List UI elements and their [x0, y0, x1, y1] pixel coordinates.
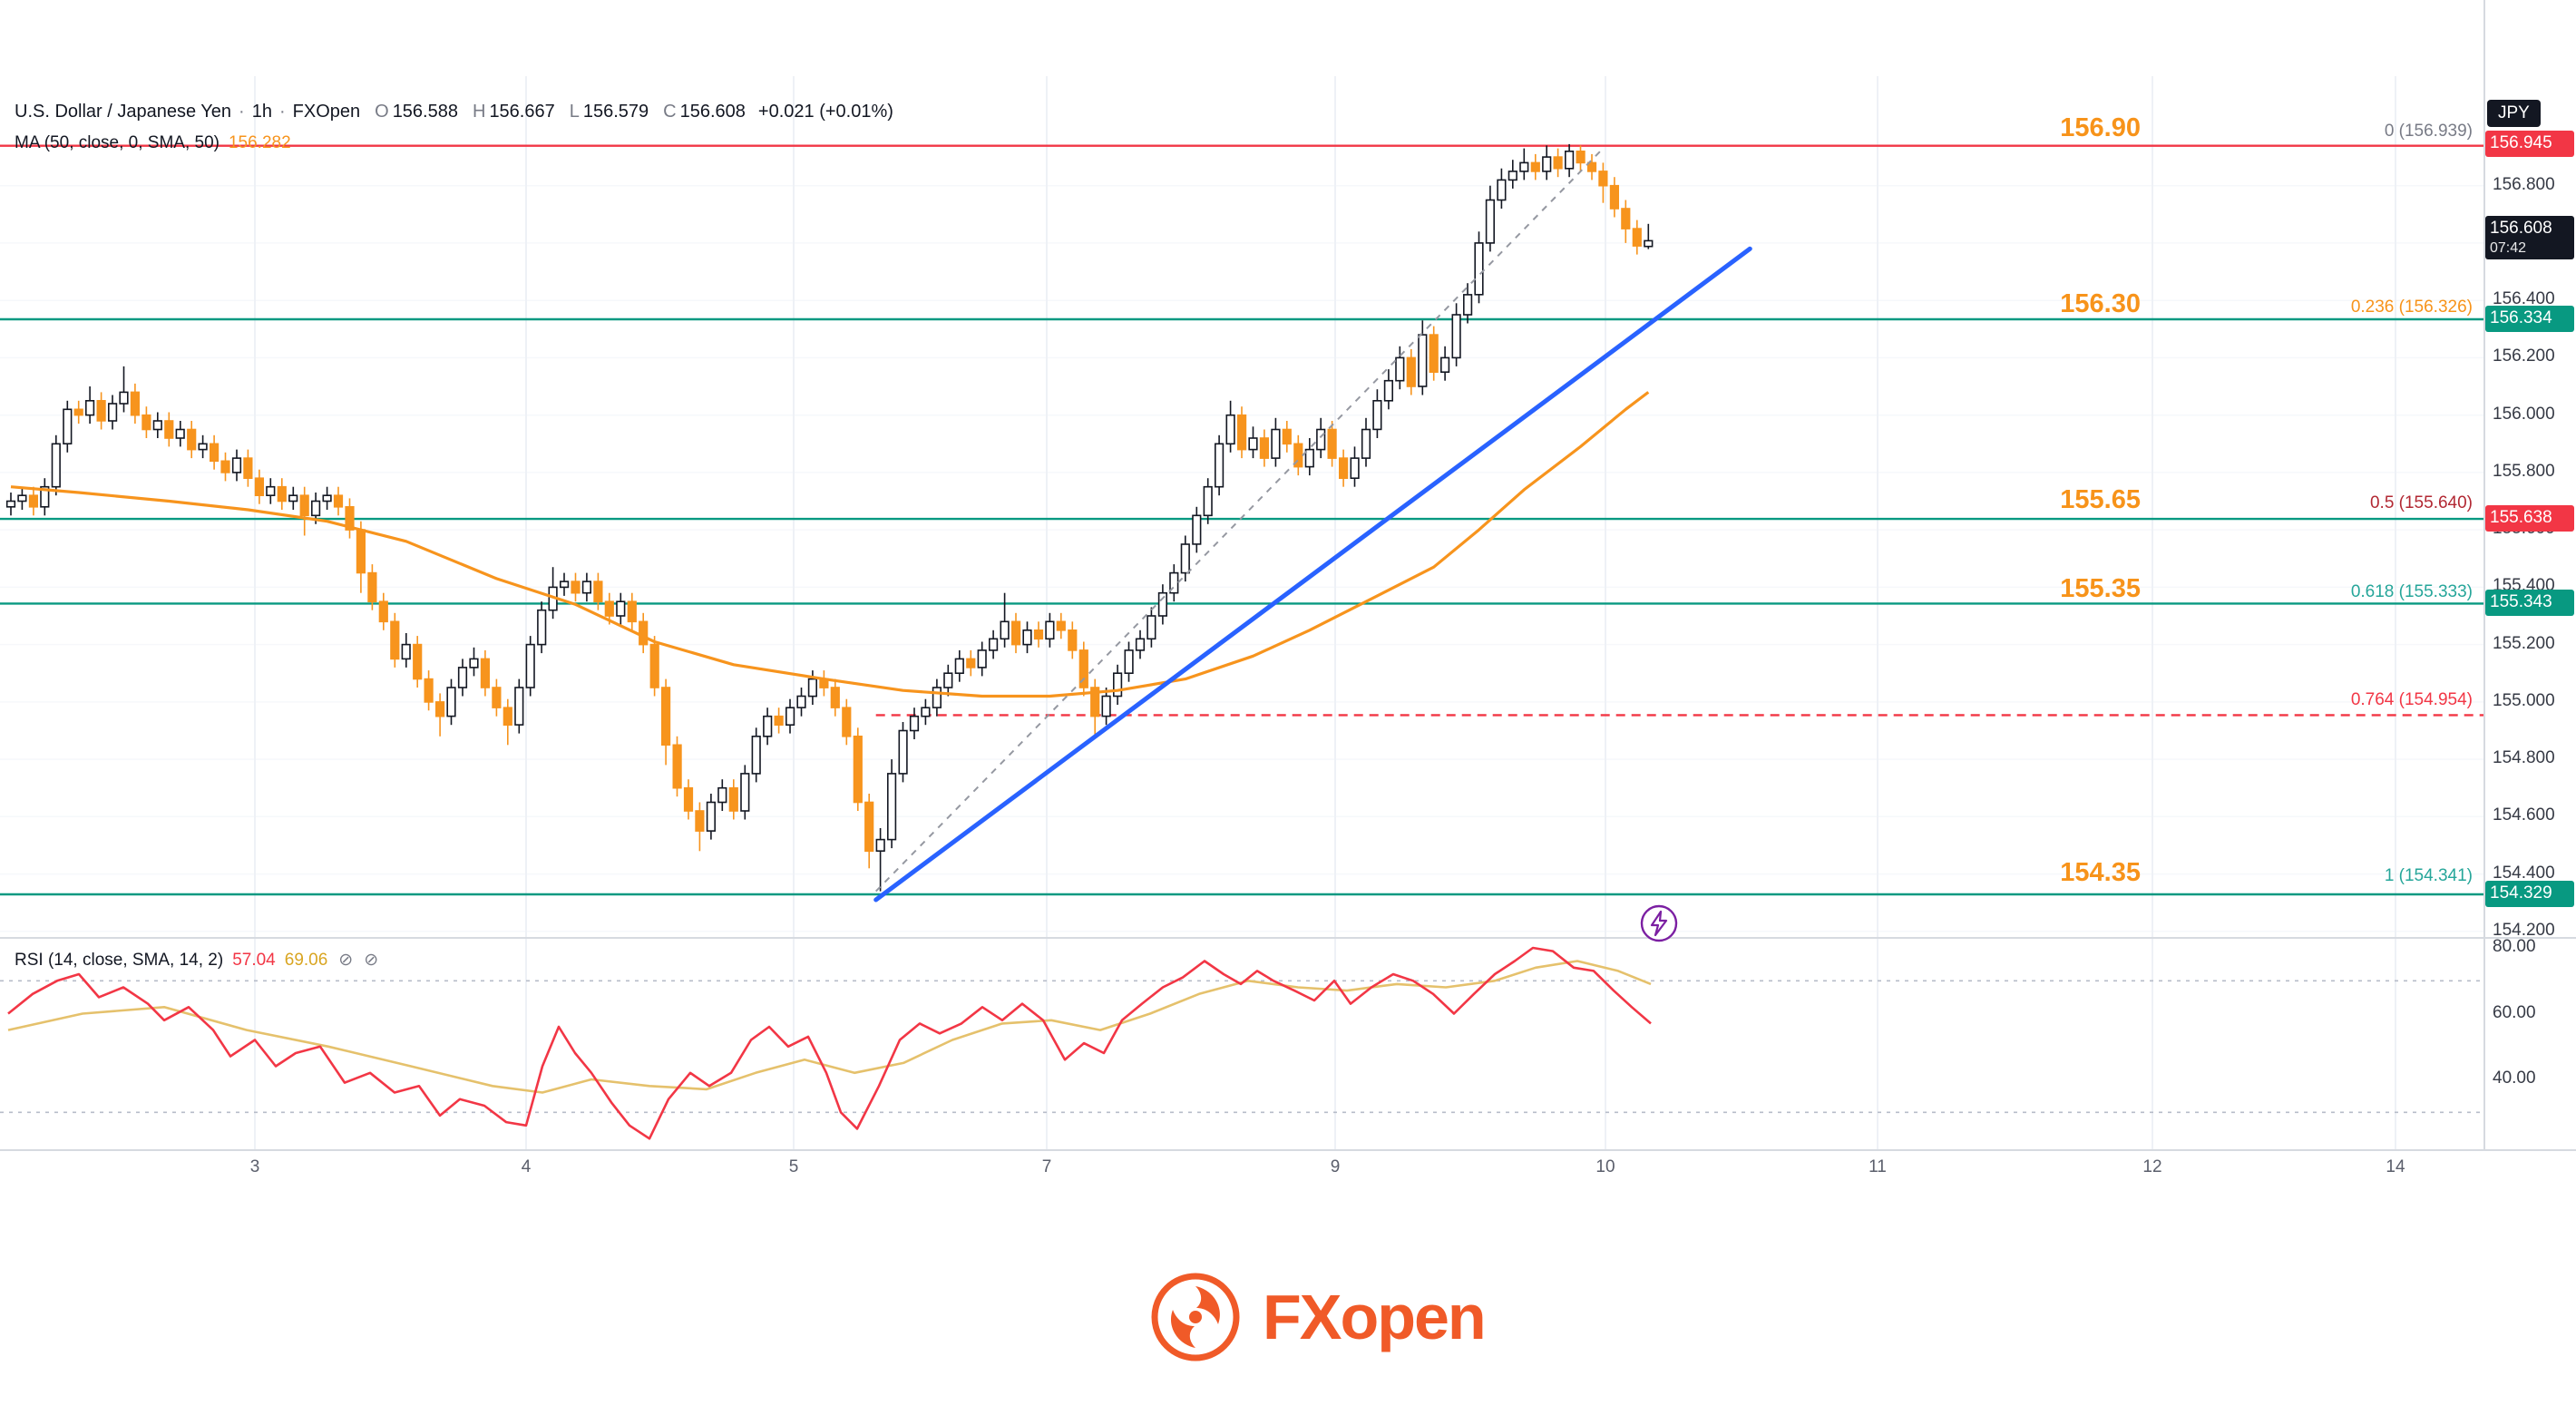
- exchange-label: FXOpen: [292, 102, 361, 122]
- price-tick: 154.600: [2493, 805, 2555, 825]
- candles-layer: [5, 143, 1654, 892]
- price-tick: 156.400: [2493, 289, 2555, 309]
- ma-layer: [10, 391, 1650, 698]
- time-axis-label: 10: [1595, 1157, 1615, 1176]
- price-change: +0.021 (+0.01%): [757, 102, 893, 122]
- legend-separator: ·: [239, 102, 245, 122]
- rsi-tick: 80.00: [2493, 937, 2536, 956]
- fxopen-logo: FXopen: [1148, 1270, 1487, 1364]
- ma-indicator-legend[interactable]: MA (50, close, 0, SMA, 50) 156.282: [15, 133, 291, 153]
- rsi-ma-value: 69.06: [284, 951, 328, 970]
- price-tick: 155.200: [2493, 633, 2555, 653]
- rsi-layer: [0, 946, 2484, 1140]
- price-tick: 155.000: [2493, 690, 2555, 710]
- time-axis-label: 4: [521, 1157, 532, 1176]
- level-price-marker: 154.329: [2485, 881, 2574, 907]
- time-axis-label: 9: [1330, 1157, 1341, 1176]
- marker-price: 156.334: [2490, 308, 2552, 328]
- marker-price: 155.638: [2490, 508, 2552, 528]
- ohlc-values: O 156.588 H 156.667 L 156.579 C 156.608: [360, 102, 746, 122]
- fxopen-logo-text: FXopen: [1263, 1282, 1487, 1352]
- marker-price: 156.608: [2490, 219, 2552, 239]
- legend-separator: ·: [278, 102, 286, 122]
- hide-icon[interactable]: ⊘: [364, 951, 379, 970]
- ohlc-value: 156.667: [489, 102, 555, 122]
- price-scale[interactable]: JPY 156.800156.600156.400156.200156.0001…: [2484, 0, 2576, 1150]
- rsi-indicator-legend[interactable]: RSI (14, close, SMA, 14, 2) 57.04 69.06 ⊘ ⊘: [15, 950, 378, 971]
- ohlc-value: 156.588: [392, 102, 458, 122]
- symbol-title[interactable]: U.S. Dollar / Japanese Yen: [15, 102, 232, 122]
- fxopen-emblem-icon: [1151, 1273, 1240, 1361]
- ohlc-value: 156.579: [582, 102, 649, 122]
- price-tick: 155.800: [2493, 461, 2555, 481]
- time-axis[interactable]: 3 4 5 7 9 10 11 12 14: [0, 1150, 2576, 1188]
- rsi-value: 57.04: [232, 951, 276, 970]
- interval-label[interactable]: 1h: [251, 102, 272, 122]
- level-lines-layer: [0, 144, 2484, 896]
- quick-trade-button[interactable]: [1638, 903, 1680, 944]
- drawings-layer: [873, 147, 1752, 903]
- ohlc-label: C: [663, 102, 677, 122]
- time-axis-label: 14: [2386, 1157, 2405, 1176]
- time-axis-label: 12: [2142, 1157, 2162, 1176]
- ohlc-label: O: [375, 102, 389, 122]
- time-axis-label: 11: [1869, 1157, 1887, 1176]
- price-tick: 154.200: [2493, 920, 2555, 940]
- time-axis-label: 7: [1041, 1157, 1052, 1176]
- level-price-marker: 155.343: [2485, 590, 2574, 617]
- rsi-tick: 60.00: [2493, 1002, 2536, 1022]
- price-tick: 154.800: [2493, 748, 2555, 768]
- time-axis-label: 5: [788, 1157, 799, 1176]
- price-tick: 154.400: [2493, 863, 2555, 883]
- ohlc-label: L: [569, 102, 580, 122]
- rsi-indicator-label[interactable]: RSI (14, close, SMA, 14, 2): [15, 951, 224, 970]
- time-axis-label: 3: [249, 1157, 260, 1176]
- separators-layer: [0, 0, 2576, 1151]
- ma-indicator-label[interactable]: MA (50, close, 0, SMA, 50): [15, 133, 220, 152]
- level-price-marker: 156.945: [2485, 130, 2574, 157]
- marker-price: 155.343: [2490, 592, 2552, 612]
- level-price-marker: 156.334: [2485, 306, 2574, 332]
- price-tick: 156.000: [2493, 404, 2555, 424]
- marker-countdown: 07:42: [2490, 240, 2527, 257]
- ma-indicator-value: 156.282: [228, 133, 291, 152]
- rsi-tick: 40.00: [2493, 1069, 2536, 1088]
- lightning-icon: [1640, 904, 1678, 942]
- marker-price: 154.329: [2490, 883, 2552, 903]
- price-tick: 156.800: [2493, 174, 2555, 194]
- ohlc-value: 156.608: [679, 102, 746, 122]
- marker-price: 156.945: [2490, 132, 2552, 152]
- hide-icon[interactable]: ⊘: [338, 951, 354, 970]
- grid-layer: [0, 76, 2484, 1150]
- current-price-marker: 156.608 07:42: [2485, 216, 2574, 260]
- level-price-marker: 155.638: [2485, 505, 2574, 532]
- symbol-legend[interactable]: U.S. Dollar / Japanese Yen · 1h · FXOpen O 156…: [15, 102, 893, 122]
- ohlc-label: H: [472, 102, 486, 122]
- currency-badge[interactable]: JPY: [2487, 100, 2541, 127]
- price-tick: 156.200: [2493, 346, 2555, 366]
